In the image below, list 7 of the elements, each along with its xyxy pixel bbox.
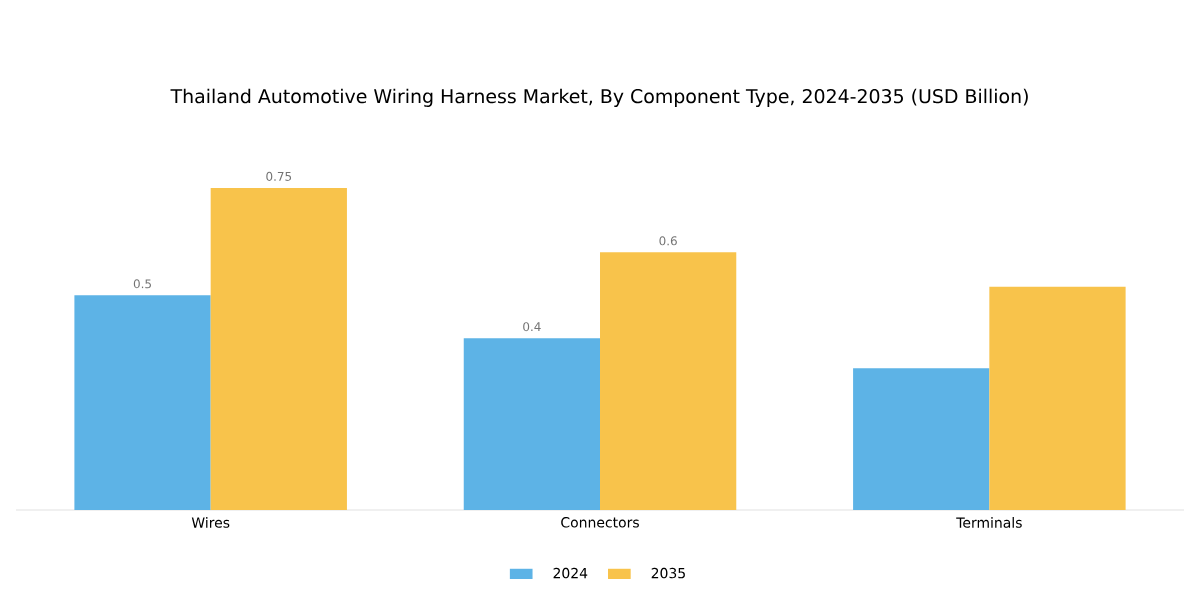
- bar: [463, 338, 601, 510]
- chart-title: Thailand Automotive Wiring Harness Market, By Component Type, 2024-2035 (USD Billion): [170, 88, 1028, 107]
- bar: [74, 295, 211, 510]
- bar: [989, 286, 1126, 510]
- bar: [853, 368, 990, 510]
- bar: [210, 187, 347, 510]
- bar: [600, 252, 737, 510]
